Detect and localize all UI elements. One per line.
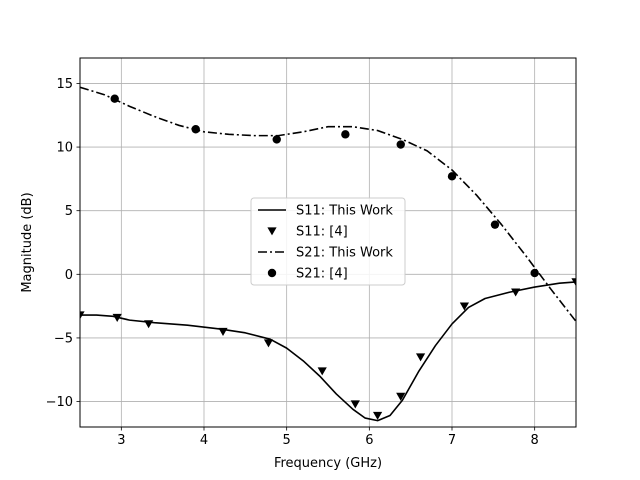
data-point [396,392,406,401]
legend-label: S11: [4] [296,225,348,240]
x-tick-label: 6 [365,433,373,448]
y-tick-label: 10 [56,141,73,156]
data-point [511,288,521,297]
data-point [373,411,383,420]
data-point [490,220,500,229]
legend-marker-swatch [267,227,277,236]
legend-item: S21: [4] [267,267,348,282]
series-4 [110,94,539,278]
legend-item: S11: [4] [267,225,348,240]
series-3 [80,86,576,322]
data-point [218,327,228,336]
x-tick-label: 5 [283,433,291,448]
legend-label: S21: This Work [296,246,393,261]
y-axis-label: Magnitude (dB) [20,192,35,292]
data-point [459,302,469,311]
legend-label: S21: [4] [296,267,348,282]
series-line [80,281,576,422]
data-point [530,268,539,278]
axis-ticks: 3 4 5 6 7 8 −10 −5 0 5 10 15 [46,77,539,448]
data-point [191,125,200,134]
series-1 [80,281,576,422]
data-point [317,367,327,376]
x-tick-label: 4 [200,433,208,448]
legend-item: S11: This Work [258,204,393,219]
x-tick-label: 8 [531,433,539,448]
y-tick-label: −5 [54,331,73,346]
legend-item: S21: This Work [258,246,393,261]
data-point [272,135,281,144]
legend: S11: This Work S11: [4] S21: This Work S21:… [250,197,406,286]
x-axis-label: Frequency (GHz) [274,456,382,471]
y-tick-label: 5 [65,204,73,219]
x-tick-label: 7 [448,433,456,448]
data-point [110,94,119,103]
data-point [350,400,360,409]
data-point [112,313,122,322]
data-point [341,130,350,139]
series-layer [80,86,576,422]
axes-frame [79,57,577,428]
series-line [80,86,576,322]
data-point [447,172,457,181]
y-tick-label: 0 [65,268,73,283]
data-point [571,278,576,287]
y-tick-label: −10 [46,395,73,410]
series-2 [80,278,576,420]
legend-box [250,197,406,286]
data-point [396,140,405,149]
y-tick-label: 15 [56,77,73,92]
legend-marker-swatch [267,268,277,278]
data-point [263,339,274,348]
x-tick-label: 3 [117,433,125,448]
data-point [415,353,426,362]
legend-label: S11: This Work [296,204,393,219]
data-point [144,320,154,329]
data-point [80,311,85,320]
